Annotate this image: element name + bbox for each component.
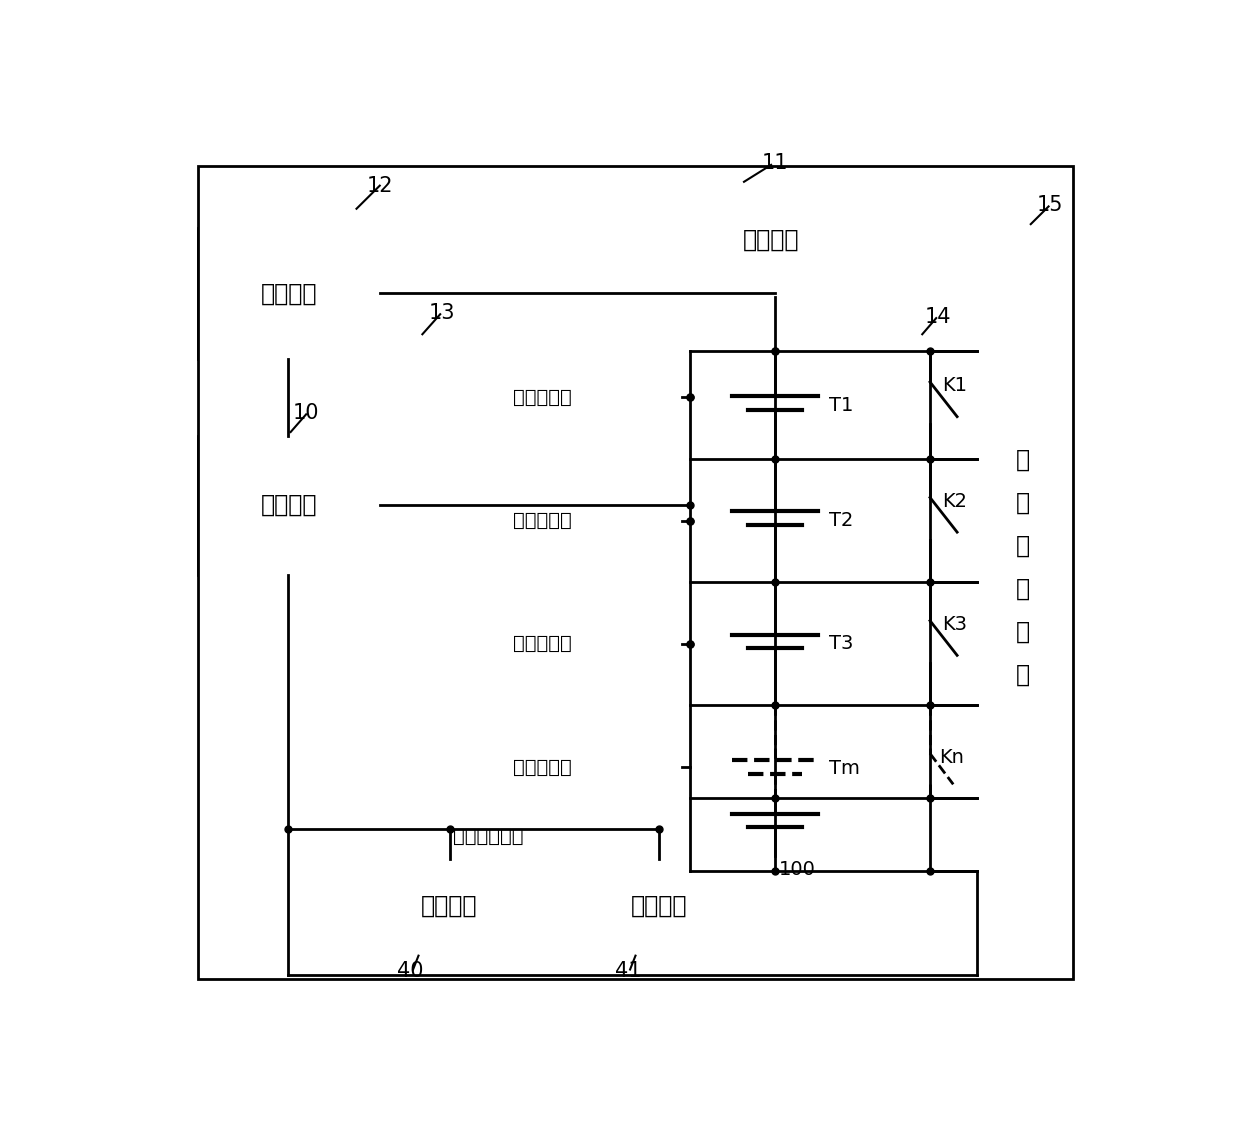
Text: 100: 100 [779, 860, 816, 879]
Text: 12: 12 [367, 175, 393, 195]
Text: 电压检测器: 电压检测器 [513, 634, 572, 653]
Bar [403, 359, 682, 436]
Text: 报警装置: 报警装置 [422, 894, 477, 918]
Text: K2: K2 [941, 492, 967, 511]
Text: T1: T1 [830, 396, 853, 415]
Text: T3: T3 [830, 634, 853, 653]
Bar [403, 483, 682, 559]
Text: Tm: Tm [830, 759, 861, 779]
Text: K3: K3 [941, 615, 967, 634]
Text: 电压检测单元: 电压检测单元 [453, 827, 523, 845]
Text: 侦测单元: 侦测单元 [260, 281, 317, 305]
Text: 电压检测器: 电压检测器 [513, 388, 572, 407]
Text: 显示装置: 显示装置 [630, 894, 687, 918]
Bar [197, 436, 379, 574]
Text: 电压检测器: 电压检测器 [513, 511, 572, 530]
Bar [396, 344, 689, 828]
Text: K1: K1 [941, 376, 967, 396]
Text: 14: 14 [925, 306, 951, 327]
Text: 开关单元: 开关单元 [743, 227, 800, 252]
Text: 13: 13 [429, 303, 455, 323]
Bar [403, 729, 682, 806]
Text: T2: T2 [830, 511, 853, 530]
Text: 充
电
保
护
单
元: 充 电 保 护 单 元 [1016, 447, 1030, 686]
Bar [573, 860, 744, 951]
Text: Kn: Kn [940, 748, 965, 767]
Bar [706, 351, 857, 806]
Bar [977, 228, 1069, 905]
Text: 41: 41 [615, 960, 641, 981]
Text: 15: 15 [1037, 194, 1064, 215]
Text: 40: 40 [398, 960, 424, 981]
Text: 控制单元: 控制单元 [260, 493, 317, 518]
Text: 10: 10 [293, 402, 320, 423]
Bar [675, 182, 868, 297]
Bar [365, 860, 534, 951]
Text: 11: 11 [761, 153, 789, 173]
Bar [403, 606, 682, 683]
Bar [883, 351, 977, 806]
Text: 电压检测器: 电压检测器 [513, 757, 572, 776]
Bar [197, 228, 379, 359]
